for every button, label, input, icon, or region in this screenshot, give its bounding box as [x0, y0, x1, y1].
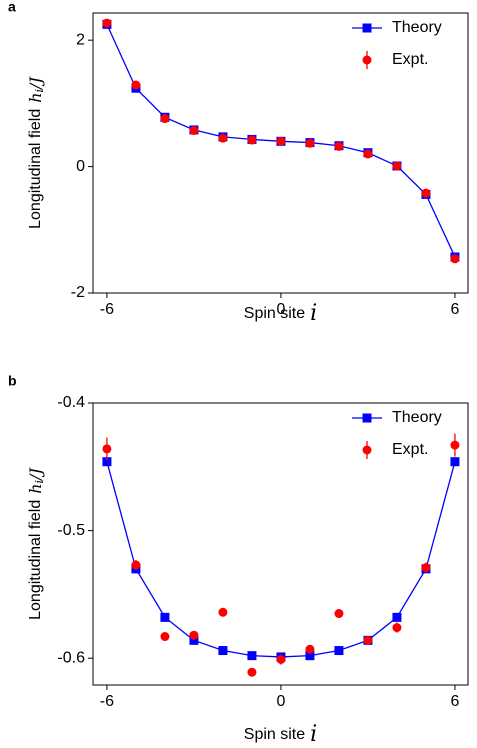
x-axis-label: Spin site i — [244, 301, 317, 326]
y-axis-label-suffix: /J — [26, 467, 45, 482]
theory-line — [106, 461, 456, 658]
legend-label: Theory — [392, 19, 442, 36]
circle-marker — [450, 440, 460, 450]
legend-label: Theory — [392, 409, 442, 426]
circle-marker — [276, 654, 286, 664]
circle-marker — [247, 135, 257, 145]
legend-marker — [362, 23, 372, 33]
y-axis-label-subscript: i — [33, 89, 46, 93]
circle-marker — [131, 80, 141, 90]
y-axis-label-symbol: h — [26, 92, 45, 102]
circle-marker — [305, 644, 315, 654]
square-marker — [247, 651, 257, 661]
panel-label: b — [8, 373, 17, 389]
circle-marker — [102, 444, 112, 454]
circle-marker — [305, 138, 315, 148]
x-axis-label: Spin site i — [244, 722, 317, 747]
y-tick-label: 0 — [76, 158, 85, 175]
x-tick-label: 0 — [276, 693, 285, 710]
y-tick-label: -0.5 — [57, 522, 85, 539]
x-tick-label: -6 — [100, 693, 114, 710]
square-marker — [305, 651, 315, 661]
x-tick-label: -6 — [100, 301, 114, 318]
circle-marker — [450, 254, 460, 264]
y-tick-label: -2 — [71, 284, 85, 301]
x-tick-label: 0 — [276, 301, 285, 318]
circle-marker — [160, 632, 170, 642]
circle-marker — [131, 560, 141, 570]
circle-marker — [421, 188, 431, 198]
square-marker — [189, 635, 199, 645]
y-axis-label: Longitudinal field hi/J — [26, 76, 47, 229]
square-marker — [102, 457, 112, 467]
y-axis-label: Longitudinal field hi/J — [26, 467, 47, 620]
circle-marker — [189, 630, 199, 640]
panel-label: a — [8, 0, 16, 15]
circle-marker — [160, 114, 170, 124]
square-marker — [160, 612, 170, 622]
circle-marker — [421, 563, 431, 573]
circle-marker — [363, 635, 373, 645]
legend-label: Expt. — [392, 441, 428, 458]
legend-label: Expt. — [392, 51, 428, 68]
legend-marker — [362, 55, 372, 65]
x-axis-label-symbol: i — [310, 301, 317, 326]
circle-marker — [247, 667, 257, 677]
y-tick-label: -0.6 — [57, 649, 85, 666]
square-marker — [218, 646, 228, 656]
x-axis-label-symbol: i — [310, 722, 317, 747]
x-tick-label: 6 — [450, 301, 459, 318]
circle-marker — [363, 149, 373, 159]
x-axis-label-text: Spin site — [244, 305, 305, 322]
y-axis-label-subscript: i — [33, 480, 46, 484]
circle-marker — [334, 141, 344, 151]
square-marker — [392, 612, 402, 622]
circle-marker — [392, 623, 402, 633]
y-axis-label-suffix: /J — [26, 76, 45, 91]
circle-marker — [189, 126, 199, 136]
circle-marker — [276, 136, 286, 146]
y-axis-label-text: Longitudinal field — [27, 500, 44, 620]
circle-marker — [334, 609, 344, 619]
y-tick-label: -0.4 — [57, 394, 85, 411]
circle-marker — [102, 18, 112, 28]
y-axis-label-symbol: h — [26, 483, 45, 493]
legend-marker — [362, 413, 372, 423]
x-axis-label-text: Spin site — [244, 726, 305, 743]
circle-marker — [218, 607, 228, 617]
x-tick-label: 6 — [450, 693, 459, 710]
square-marker — [334, 646, 344, 656]
square-marker — [450, 457, 460, 467]
circle-marker — [218, 133, 228, 143]
circle-marker — [392, 161, 402, 171]
legend-marker — [362, 445, 372, 455]
y-axis-label-text: Longitudinal field — [27, 109, 44, 229]
y-tick-label: 2 — [76, 31, 85, 48]
